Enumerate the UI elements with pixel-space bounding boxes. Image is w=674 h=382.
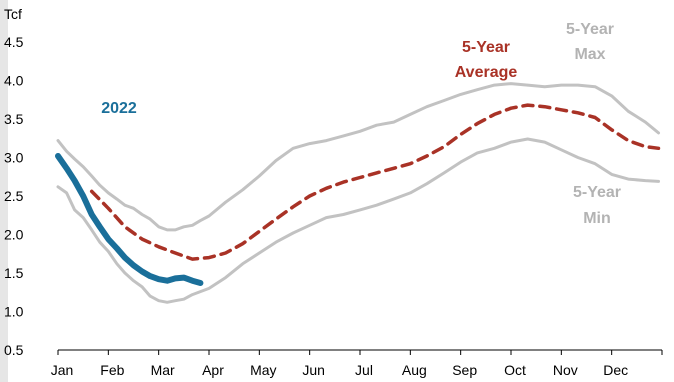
label-5yr-min-line2: Min	[583, 210, 611, 227]
series-line-2022	[55, 153, 204, 286]
x-tick-label: May	[250, 362, 276, 378]
series-line-5yr-min	[56, 137, 660, 304]
x-tick-label: Apr	[202, 362, 224, 378]
label-5yr-max-line1: 5-Year	[566, 21, 614, 38]
y-tick-label: 3.5	[4, 111, 24, 127]
y-tick-label: 2.0	[4, 227, 24, 243]
x-tick-label: Jun	[302, 362, 325, 378]
y-unit-label: Tcf	[4, 6, 22, 22]
x-tick-label: Nov	[553, 362, 578, 378]
left-edge-strip	[0, 0, 8, 382]
series-lines	[55, 82, 661, 304]
x-tick-label: Jan	[51, 362, 74, 378]
label-5yr-average-line1: 5-Year	[462, 39, 510, 56]
label-2022: 2022	[101, 100, 137, 117]
x-tick-label: Sep	[452, 362, 477, 378]
y-tick-label: 2.5	[4, 188, 24, 204]
y-tick-label: 4.5	[4, 34, 24, 50]
x-tick-label: Jul	[355, 362, 373, 378]
y-tick-label: 3.0	[4, 150, 24, 166]
x-tick-label: Aug	[402, 362, 427, 378]
y-tick-label: 0.5	[4, 342, 24, 358]
label-5yr-max-line2: Max	[574, 46, 605, 63]
annotation-labels: 2022 5-Year Average 5-Year Max 5-Year Min	[101, 21, 621, 227]
y-tick-label: 1.0	[4, 304, 24, 320]
x-tick-label: Mar	[151, 362, 175, 378]
x-tick-label: Dec	[603, 362, 628, 378]
label-5yr-min-line1: 5-Year	[573, 184, 621, 201]
series-line-5yr-max	[56, 82, 660, 232]
x-tick-label: Oct	[504, 362, 526, 378]
x-tick-label: Feb	[100, 362, 124, 378]
label-5yr-average-line2: Average	[455, 64, 518, 81]
axes-group: Jan Feb Mar Apr May Jun Jul Aug Sep Oct Nov Dec 0.5 1…	[4, 6, 663, 378]
y-tick-label: 4.0	[4, 73, 24, 89]
y-tick-label: 1.5	[4, 265, 24, 281]
series-line-5yr-average	[89, 103, 661, 261]
